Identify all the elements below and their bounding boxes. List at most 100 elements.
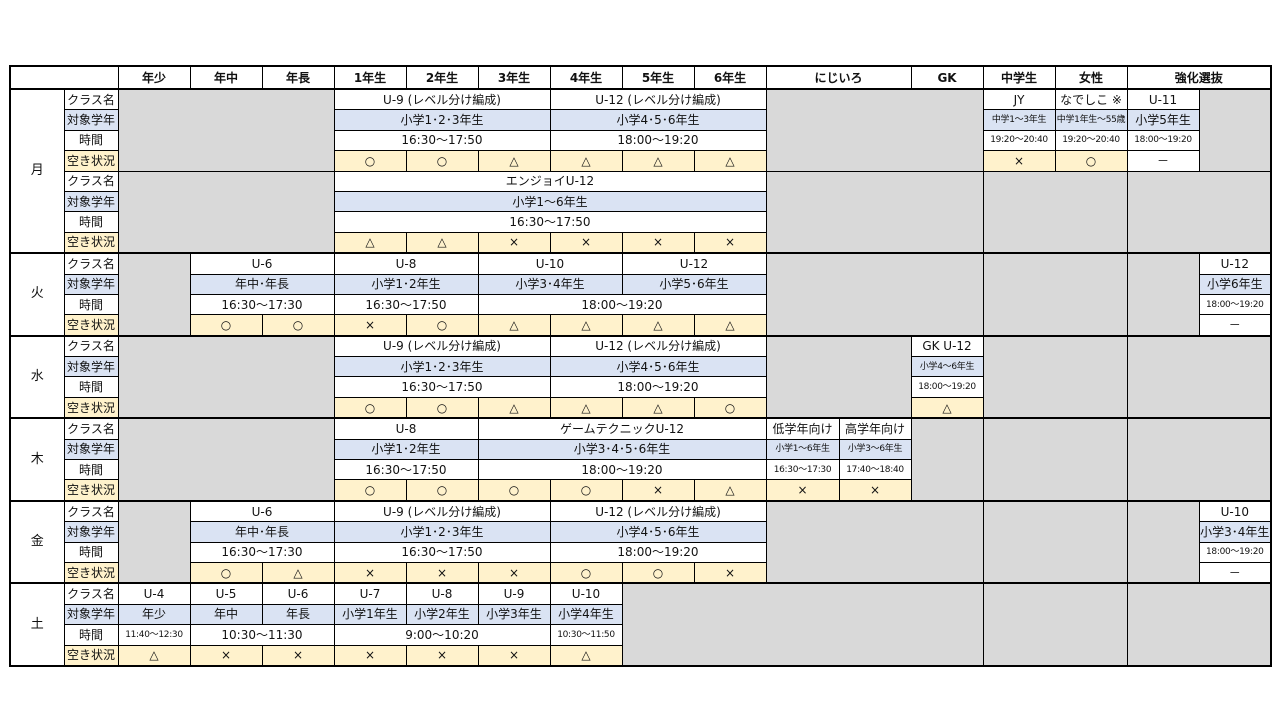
no-class-cell: [1198, 87, 1272, 172]
availability-cell: △: [549, 314, 623, 337]
class-name-cell: U-10: [477, 252, 623, 275]
row-label: 時間: [63, 624, 119, 646]
target-grade-cell: 小学1･2･3年生: [333, 356, 551, 378]
target-grade-cell: 小学5･6年生: [621, 273, 767, 295]
class-name-cell: ゲームテクニックU-12: [477, 417, 767, 440]
class-name-cell: U-12: [1198, 252, 1272, 275]
class-name-cell: U-8: [333, 417, 479, 440]
row-label: クラス名: [63, 88, 119, 111]
class-name-cell: U-12 (レベル分け編成): [549, 499, 767, 523]
availability-cell: △: [693, 479, 767, 502]
schedule-row: 金クラス名 U-6 U-9 (レベル分け編成) U-12 (レベル分け編成) U-10: [9, 499, 1272, 584]
availability-cell: △: [693, 150, 767, 172]
class-name-cell: U-9 (レベル分け編成): [333, 499, 551, 523]
row-label: 空き状況: [63, 644, 119, 667]
class-name-cell: U-10: [549, 582, 623, 605]
target-grade-cell: 小学6年生: [1198, 273, 1272, 295]
no-class-cell: [765, 334, 912, 419]
row-label: クラス名: [63, 499, 119, 523]
row-label: クラス名: [63, 170, 119, 192]
schedule-row: 月クラス名 U-9 (レベル分け編成) U-12 (レベル分け編成) JY なでしこ ※…: [9, 87, 1272, 254]
availability-cell: ○: [405, 150, 479, 172]
time-cell: 18:00～19:20: [477, 459, 767, 481]
no-class-cell: [1126, 417, 1272, 502]
time-cell: 16:30～17:30: [765, 459, 840, 481]
schedule-row: 空き状況 △ × × × × × △: [10, 644, 1271, 667]
time-cell: 10:30～11:50: [549, 624, 623, 646]
column-header: 1年生: [333, 65, 407, 90]
no-class-cell: [621, 582, 984, 667]
target-grade-cell: 小学4･5･6年生: [549, 521, 767, 543]
row-label: 時間: [63, 211, 119, 233]
target-grade-cell: 小学4･5･6年生: [549, 356, 767, 378]
no-class-cell: [982, 334, 1128, 419]
availability-cell: ○: [333, 396, 407, 419]
day-label: 金: [9, 499, 65, 584]
schedule-row: 空き状況 △ △ × × × ×: [10, 231, 1271, 254]
row-label: 空き状況: [63, 479, 119, 502]
target-grade-cell: 小学4年生: [549, 603, 623, 626]
no-class-cell: [1126, 252, 1200, 337]
availability-cell: ○: [405, 314, 479, 337]
availability-cell: ×: [477, 561, 551, 584]
availability-cell: △: [621, 150, 695, 172]
time-cell: 11:40～12:30: [117, 624, 191, 646]
time-cell: 18:00～19:20: [549, 129, 767, 152]
column-header: にじいろ: [765, 65, 912, 90]
no-class-cell: [1126, 170, 1272, 254]
time-cell: 18:00～19:20: [1198, 293, 1272, 316]
row-label: 空き状況: [63, 396, 119, 419]
availability-cell: △: [405, 231, 479, 254]
availability-cell: ×: [621, 479, 695, 502]
no-class-cell: [117, 417, 335, 502]
schedule-row: 時間 16:30～17:50 18:00～19:20 18:00～19:20: [10, 376, 1271, 398]
day-label: 木: [9, 417, 65, 502]
target-grade-cell: 小学3･4年生: [1198, 521, 1272, 543]
time-cell: 9:00～10:20: [333, 624, 551, 646]
class-name-cell: U-8: [333, 252, 479, 275]
column-header: 年少: [117, 65, 191, 90]
target-grade-cell: 中学1～3年生: [982, 109, 1056, 131]
day-label: 水: [9, 334, 65, 419]
schedule-row: 水クラス名 U-9 (レベル分け編成) U-12 (レベル分け編成) GK U-12: [9, 334, 1272, 419]
class-name-cell: U-5: [189, 582, 263, 605]
class-name-cell: U-9 (レベル分け編成): [333, 334, 551, 358]
day-label: 月: [9, 87, 65, 254]
availability-cell: △: [693, 314, 767, 337]
no-class-cell: [982, 582, 1128, 667]
row-label: 対象学年: [63, 521, 119, 543]
availability-cell: ○: [1054, 150, 1128, 172]
class-name-cell: U-12 (レベル分け編成): [549, 334, 767, 358]
no-class-cell: [982, 417, 1128, 502]
schedule-row: 空き状況 ○ ○ × ○ △ △ △ △ －: [10, 314, 1272, 337]
column-header: 2年生: [405, 65, 479, 90]
no-class-cell: [765, 170, 984, 254]
time-cell: 16:30～17:30: [189, 293, 335, 316]
column-header: 中学生: [982, 65, 1056, 90]
no-class-cell: [1126, 499, 1200, 584]
availability-cell: △: [621, 396, 695, 419]
availability-cell: －: [1126, 150, 1200, 172]
class-name-cell: U-6: [261, 582, 335, 605]
availability-cell: ○: [477, 479, 551, 502]
availability-cell: ○: [261, 314, 335, 337]
class-name-cell: U-7: [333, 582, 407, 605]
availability-cell: ○: [405, 396, 479, 419]
target-grade-cell: 小学4～6年生: [910, 356, 984, 378]
no-class-cell: [765, 252, 984, 337]
class-name-cell: 低学年向け: [765, 417, 840, 440]
availability-cell: △: [477, 396, 551, 419]
row-label: 空き状況: [63, 231, 119, 254]
target-grade-cell: 小学1･2･3年生: [333, 109, 551, 131]
column-header: GK: [910, 65, 984, 90]
availability-cell: ×: [549, 231, 623, 254]
row-label: 空き状況: [63, 561, 119, 584]
class-name-cell: U-6: [189, 499, 335, 523]
availability-cell: △: [117, 644, 191, 667]
target-grade-cell: 小学1年生: [333, 603, 407, 626]
schedule-row: 空き状況 ○ ○ △ △ △ △ × ○ －: [10, 150, 1271, 172]
row-label: クラス名: [63, 334, 119, 358]
time-cell: 16:30～17:50: [333, 376, 551, 398]
no-class-cell: [910, 417, 984, 502]
class-name-cell: U-9: [477, 582, 551, 605]
